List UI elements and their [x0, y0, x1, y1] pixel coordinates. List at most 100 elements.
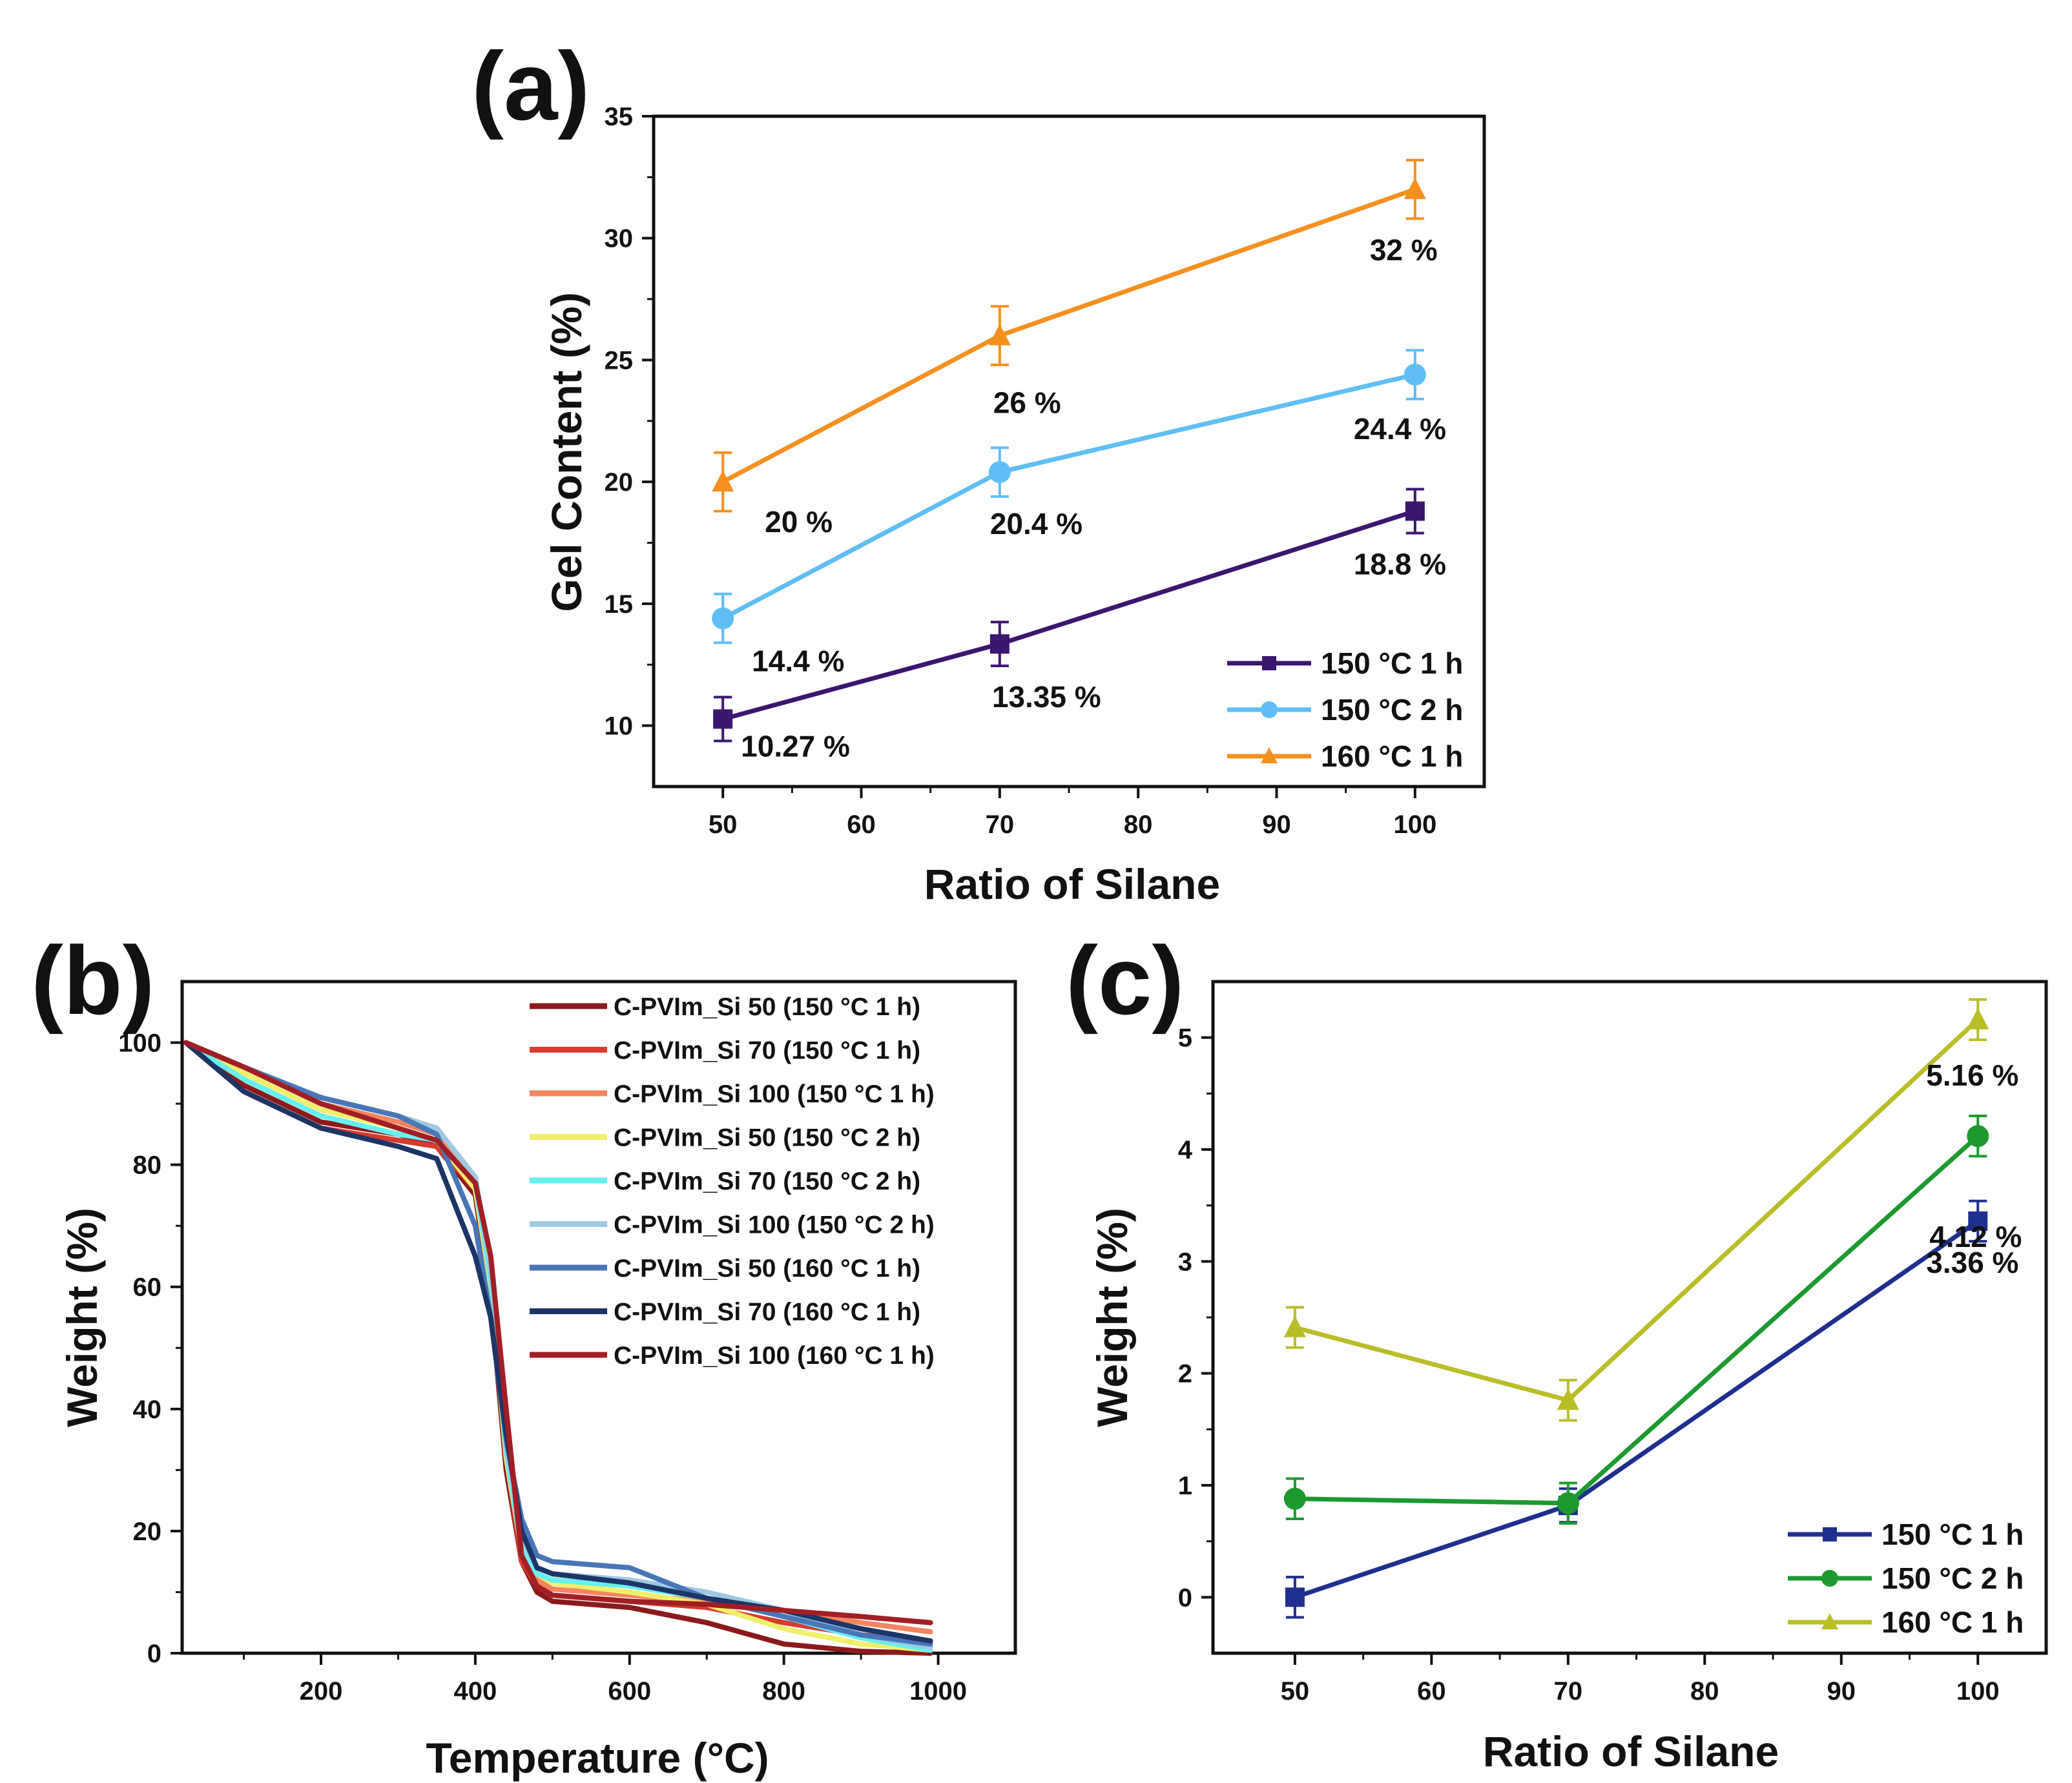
- panel-a-series-150-c-2-h-data-label: 24.4 %: [1354, 412, 1446, 446]
- panel-a-legend: 150 °C 1 h 150 °C 2 h 160 °C 1 h: [1227, 646, 1463, 773]
- panel-c-legend: 150 °C 1 h 150 °C 2 h 160 °C 1 h: [1788, 1518, 2024, 1639]
- panel-c-y-tick-label: 5: [1178, 1024, 1192, 1053]
- panel-c-y-tick-label: 2: [1178, 1360, 1192, 1388]
- panel-c-series-150-c-2-h-data-label: 4.12 %: [1929, 1220, 2022, 1253]
- panel-a-legend-150-c-1-h-label: 150 °C 1 h: [1321, 646, 1463, 680]
- panel-c-y-tick-label: 3: [1178, 1248, 1192, 1276]
- panel-b-y-tick-label: 0: [147, 1640, 161, 1668]
- panel-c-y-tick-label: 4: [1178, 1136, 1193, 1164]
- panel-a-series-150-c-1-h-point: [1405, 501, 1425, 521]
- panel-b-y-tick-label: 100: [118, 1029, 161, 1058]
- panel-a-series: [712, 158, 1426, 743]
- panel-a-axes: 50 60 70 80 90 100 10 15 20 25 30 35: [605, 103, 1437, 839]
- panel-a-series-150-c-2-h-point: [1404, 364, 1426, 386]
- panel-a-series-160-c-1-h-point: [988, 324, 1011, 345]
- panel-c-series-150-c-2-h-point: [1557, 1492, 1579, 1514]
- panel-b-legend: C-PVIm_Si 50 (150 °C 1 h) C-PVIm_Si 70 (1…: [530, 993, 935, 1370]
- panel-b-legend-c-pvim-si-50-160-c-1-h-label: C-PVIm_Si 50 (160 °C 1 h): [614, 1255, 920, 1283]
- panel-a-series-160-c-1-h-data-label: 26 %: [993, 386, 1061, 420]
- panel-c-series-160-c-1-h-data-label: 5.16 %: [1926, 1058, 2018, 1092]
- panel-b-y-axis-title: Weight (%): [58, 1208, 106, 1427]
- panel-a-series-150-c-1-h-data-label: 13.35 %: [992, 680, 1101, 714]
- panel-c-plot-frame: [1211, 980, 2048, 1655]
- panel-b-plot-frame: [180, 980, 1017, 1655]
- panel-a-x-tick-label: 60: [847, 810, 876, 839]
- panel-c-data-labels: 3.36 %4.12 % 5.16 %: [1926, 1058, 2022, 1279]
- panel-b-y-tick-label: 80: [133, 1151, 162, 1180]
- panel-a-series-160-c-1-h-data-label: 32 %: [1370, 233, 1438, 267]
- panel-c-legend-150-c-2-h-label: 150 °C 2 h: [1881, 1561, 2024, 1595]
- panel-a-series-160-c-1-h-line: [721, 187, 1416, 484]
- panel-c-series-150-c-2-h-line: [1294, 1134, 1980, 1506]
- panel-c-series: [1283, 998, 1989, 1619]
- panel-c-axes: 50 60 70 80 90 100 0 1 2 3 4 5: [1178, 1024, 2000, 1706]
- panel-a-y-tick-label: 15: [605, 590, 634, 619]
- panel-c-series-150-c-2-h-point: [1283, 1487, 1306, 1510]
- panel-a-series-150-c-1-h-data-label: 18.8 %: [1354, 547, 1446, 581]
- panel-a-x-tick-label: 80: [1124, 810, 1153, 839]
- panel-c-y-tick-label: 0: [1178, 1583, 1192, 1612]
- panel-a-legend-160-c-1-h-marker: [1261, 747, 1278, 763]
- panel-b-legend-c-pvim-si-70-150-c-1-h-label: C-PVIm_Si 70 (150 °C 1 h): [614, 1037, 920, 1065]
- panel-a-y-tick-label: 30: [605, 225, 634, 253]
- panel-a-series-150-c-2-h-data-label: 14.4 %: [752, 644, 844, 678]
- panel-c-legend-160-c-1-h-marker: [1821, 1613, 1838, 1629]
- panel-c-legend-160-c-1-h-label: 160 °C 1 h: [1881, 1605, 2024, 1639]
- panel-a-y-axis-title: Gel Content (%): [543, 293, 590, 612]
- panel-a-legend-160-c-1-h-label: 160 °C 1 h: [1321, 739, 1463, 773]
- panel-c-series-150-c-1-h-point: [1285, 1587, 1305, 1607]
- panel-b-x-tick-label: 800: [762, 1677, 805, 1706]
- panel-c-series-160-c-1-h-point: [1967, 1007, 1989, 1029]
- panel-a-y-tick-label: 25: [605, 346, 634, 375]
- panel-c-x-tick-label: 80: [1690, 1677, 1719, 1706]
- panel-c-x-tick-label: 50: [1281, 1677, 1310, 1706]
- panel-b-series-c-pvim-si-100-160-c-1-h-line: [183, 1040, 933, 1625]
- panel-c-x-tick-label: 90: [1827, 1677, 1856, 1706]
- panel-a-label: (a): [471, 32, 590, 140]
- panel-b-legend-c-pvim-si-100-160-c-1-h-label: C-PVIm_Si 100 (160 °C 1 h): [614, 1342, 935, 1370]
- panel-c-series-150-c-2-h-point: [1967, 1125, 1989, 1148]
- panel-a-data-labels: 10.27 % 13.35 % 18.8 % 14.4 % 20.4 % 24.4 % 20…: [741, 233, 1446, 763]
- panel-a-series-150-c-2-h-point: [712, 607, 734, 630]
- panel-c-x-axis-title: Ratio of Silane: [1483, 1727, 1779, 1775]
- panel-c-y-tick-label: 1: [1178, 1472, 1192, 1500]
- panel-c-series-150-c-1-h-point: [1968, 1211, 1988, 1231]
- panel-b-x-tick-label: 400: [454, 1677, 497, 1706]
- panel-b-legend-c-pvim-si-100-150-c-2-h-label: C-PVIm_Si 100 (150 °C 2 h): [614, 1211, 935, 1239]
- panel-c-x-tick-label: 70: [1554, 1677, 1583, 1706]
- panel-b-x-tick-label: 1000: [909, 1677, 967, 1706]
- panel-a-series-150-c-1-h-data-label: 10.27 %: [741, 729, 850, 763]
- panel-a-series-150-c-1-h-point: [989, 634, 1010, 654]
- panel-c-y-axis-title: Weight (%): [1088, 1208, 1136, 1427]
- panel-a-x-tick-label: 90: [1262, 810, 1291, 839]
- panel-a-legend-150-c-2-h-marker: [1261, 701, 1278, 718]
- panel-c-legend-150-c-2-h-marker: [1821, 1570, 1838, 1587]
- panel-a-x-tick-label: 50: [709, 810, 738, 839]
- panel-a-y-tick-label: 35: [605, 103, 634, 131]
- panel-c-series-160-c-1-h-point: [1557, 1388, 1579, 1410]
- panel-b-legend-c-pvim-si-50-150-c-2-h-label: C-PVIm_Si 50 (150 °C 2 h): [614, 1124, 920, 1152]
- panel-a-series-160-c-1-h-data-label: 20 %: [765, 505, 833, 539]
- panel-a-legend-150-c-2-h-label: 150 °C 2 h: [1321, 693, 1463, 727]
- panel-c-series-150-c-1-h-line: [1294, 1219, 1980, 1600]
- panel-a-x-tick-label: 70: [986, 810, 1015, 839]
- panel-b-legend-c-pvim-si-70-150-c-2-h-label: C-PVIm_Si 70 (150 °C 2 h): [614, 1168, 920, 1195]
- panel-c-legend-150-c-1-h-label: 150 °C 1 h: [1881, 1518, 2024, 1551]
- panel-b-label: (b): [31, 926, 155, 1035]
- panel-c-series-160-c-1-h-point: [1283, 1315, 1306, 1337]
- panel-a-y-tick-label: 10: [605, 712, 634, 741]
- panel-c: (c) 50 60 70 80 90 100 0 1 2 3 4 5 3.36 %4.12 % 5.16…: [1066, 926, 2048, 1775]
- panel-b: (b) 200 400 600 800 1000 0 20 40 60 80 100 C-PVIm_…: [31, 926, 1017, 1782]
- panel-b-y-tick-label: 20: [133, 1518, 162, 1546]
- panel-a-x-tick-label: 100: [1393, 810, 1436, 839]
- panel-b-y-tick-label: 60: [133, 1273, 162, 1302]
- panel-b-y-tick-label: 40: [133, 1396, 162, 1424]
- panel-a-legend-150-c-1-h-marker: [1262, 656, 1276, 670]
- panel-b-legend-c-pvim-si-100-150-c-1-h-label: C-PVIm_Si 100 (150 °C 1 h): [614, 1080, 935, 1108]
- panel-a-series-160-c-1-h-point: [1404, 178, 1426, 200]
- panel-c-label: (c): [1066, 926, 1184, 1035]
- panel-a-series-150-c-2-h-line: [721, 372, 1416, 621]
- panel-c-legend-150-c-1-h-marker: [1823, 1527, 1837, 1541]
- panel-b-x-tick-label: 200: [300, 1677, 343, 1706]
